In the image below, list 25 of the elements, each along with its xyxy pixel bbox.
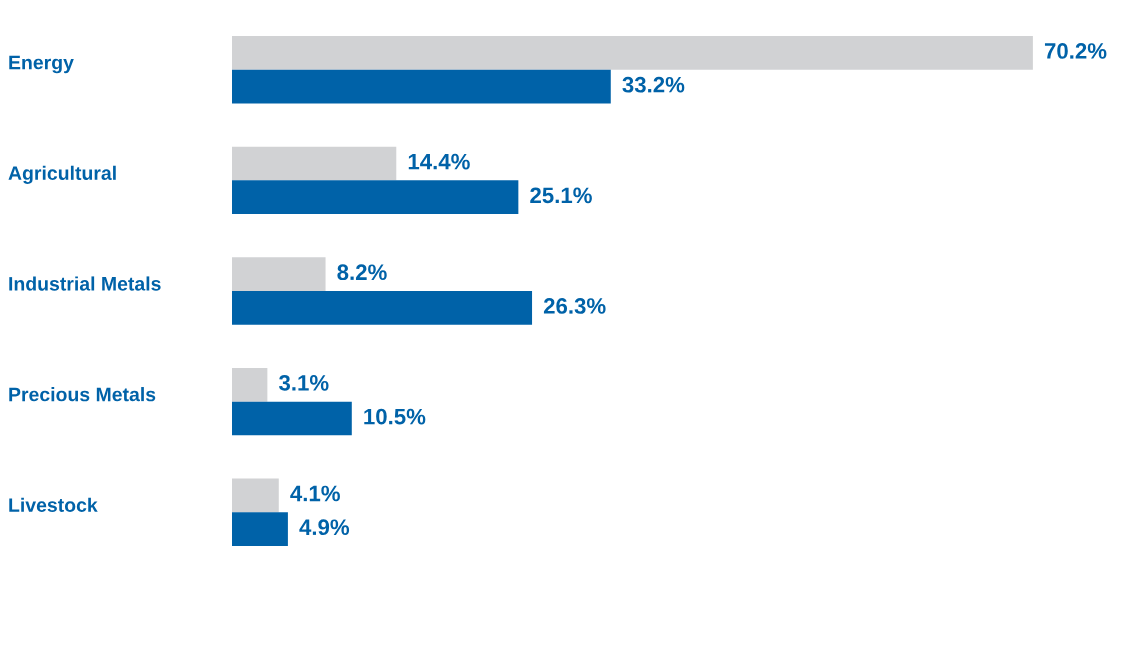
- data-label: 8.2%: [337, 264, 387, 281]
- bar: [232, 512, 288, 546]
- data-label: 3.1%: [278, 374, 329, 391]
- bar: [232, 478, 279, 513]
- data-label: 4.1%: [290, 485, 340, 502]
- y-tick-label: Livestock: [9, 497, 98, 512]
- bar: [232, 257, 326, 291]
- y-tick-label: Precious Metals: [9, 387, 156, 402]
- y-tick-label: Agricultural: [8, 165, 116, 184]
- data-label: 10.5%: [364, 408, 426, 425]
- bar: [232, 36, 1033, 70]
- y-tick-label: Energy: [9, 55, 74, 74]
- data-label: 4.9%: [299, 519, 350, 536]
- data-label: 26.3%: [543, 298, 606, 314]
- bar: [232, 146, 397, 181]
- data-label: 25.1%: [530, 187, 592, 204]
- bar: [232, 367, 268, 402]
- bar: [232, 401, 352, 436]
- bar: [232, 291, 533, 325]
- data-label: 14.4%: [408, 153, 470, 170]
- bar: [232, 69, 611, 104]
- y-tick-label: Industrial Metals: [9, 276, 161, 291]
- data-label: 70.2%: [1044, 43, 1107, 59]
- bar: [232, 180, 519, 215]
- data-label: 33.2%: [622, 76, 685, 93]
